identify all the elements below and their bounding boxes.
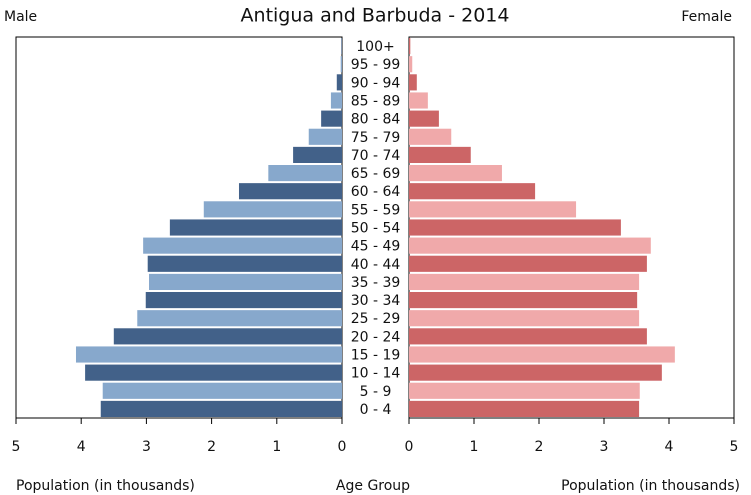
x-tick-label: 1 [470,439,479,455]
bar [409,292,638,309]
category-label: 10 - 14 [351,366,401,382]
category-label: 70 - 74 [351,148,401,164]
bar [149,273,342,290]
bar [330,92,342,109]
bar [409,74,417,91]
category-label: 95 - 99 [351,57,401,73]
category-label: 20 - 24 [351,329,401,345]
category-label: 90 - 94 [351,75,401,91]
bar [100,400,342,417]
category-label: 75 - 79 [351,130,401,146]
bar [409,110,439,127]
bar [203,201,342,218]
bar [147,255,342,272]
category-label: 15 - 19 [351,348,401,364]
category-label: 30 - 34 [351,293,401,309]
bar [75,346,342,363]
category-label: 0 - 4 [360,402,392,418]
bar [409,273,640,290]
bar [409,201,577,218]
bar [85,364,342,381]
x-tick-label: 1 [272,439,281,455]
bar [268,165,342,182]
bar [102,382,342,399]
category-label: 55 - 59 [351,202,401,218]
x-tick-label: 3 [142,439,151,455]
category-label: 35 - 39 [351,275,401,291]
bar [409,56,413,73]
legend-female: Female [681,9,732,25]
category-label: 25 - 29 [351,311,401,327]
bar [409,38,411,55]
bar [409,255,647,272]
bar [321,110,342,127]
bar [409,237,651,254]
x-axis-label-left: Population (in thousands) [16,478,195,494]
bar [308,128,342,145]
category-label: 80 - 84 [351,112,401,128]
bar [145,292,342,309]
bar [409,310,640,327]
bar [409,92,428,109]
chart-title: Antigua and Barbuda - 2014 [241,5,510,27]
category-label: 5 - 9 [360,384,392,400]
category-axis-label: Age Group [336,478,410,494]
category-label: 85 - 89 [351,94,401,110]
category-label: 100+ [356,39,394,55]
x-tick-label: 0 [338,439,347,455]
legend-male: Male [4,9,37,25]
bar [238,183,342,200]
bar [340,56,342,73]
bar [409,382,640,399]
x-tick-label: 5 [12,439,21,455]
bar [409,165,502,182]
category-label: 50 - 54 [351,221,401,237]
x-tick-label: 5 [730,439,739,455]
x-tick-label: 4 [77,439,86,455]
bar [409,183,536,200]
bar [113,328,342,345]
bar [341,38,342,55]
x-tick-label: 2 [535,439,544,455]
bar [409,219,621,236]
category-label: 65 - 69 [351,166,401,182]
bar [409,128,452,145]
bar [409,400,640,417]
category-label: 60 - 64 [351,184,401,200]
bar [336,74,342,91]
bar [143,237,342,254]
x-tick-label: 2 [207,439,216,455]
x-tick-label: 0 [405,439,414,455]
bar [137,310,342,327]
bar [409,328,647,345]
bar [293,146,342,163]
x-tick-label: 4 [665,439,674,455]
x-tick-label: 3 [600,439,609,455]
category-label: 45 - 49 [351,239,401,255]
bar [169,219,342,236]
bar [409,364,662,381]
bar [409,346,675,363]
x-axis-label-right: Population (in thousands) [561,478,740,494]
category-label: 40 - 44 [351,257,401,273]
bar [409,146,471,163]
